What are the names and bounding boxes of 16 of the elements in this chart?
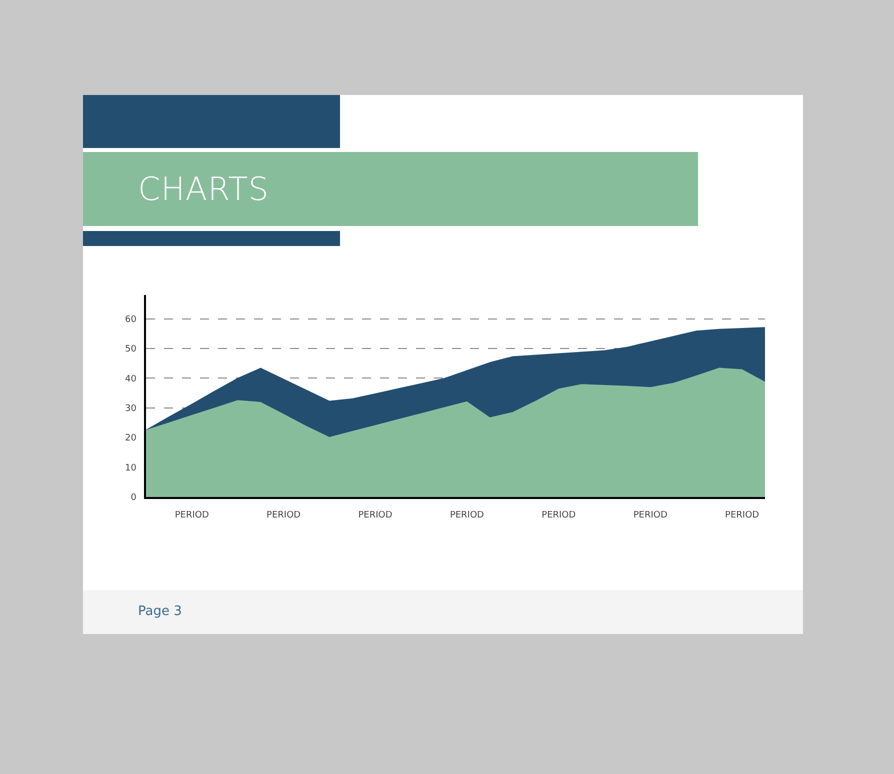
x-tick-label: PERIOD (174, 510, 209, 521)
x-tick-label: PERIOD (542, 510, 576, 521)
text: Page 3 (138, 604, 182, 619)
y-tick-label: 50 (124, 344, 137, 355)
y-tick-label: 30 (124, 404, 137, 414)
x-tick-label: PERIOD (358, 510, 392, 521)
y-tick-label: 10 (124, 463, 137, 474)
y-tick-label: 20 (124, 434, 137, 444)
y-tick-label: 60 (124, 314, 137, 325)
x-tick-label: PERIOD (725, 510, 760, 521)
y-tick-label: 40 (124, 374, 137, 384)
y-tick-label: 0 (130, 493, 137, 504)
x-tick-label: PERIOD (450, 510, 484, 521)
chart-title: CHARTS (138, 170, 270, 208)
x-tick-label: PERIOD (266, 510, 301, 521)
x-tick-label: PERIOD (633, 510, 668, 521)
